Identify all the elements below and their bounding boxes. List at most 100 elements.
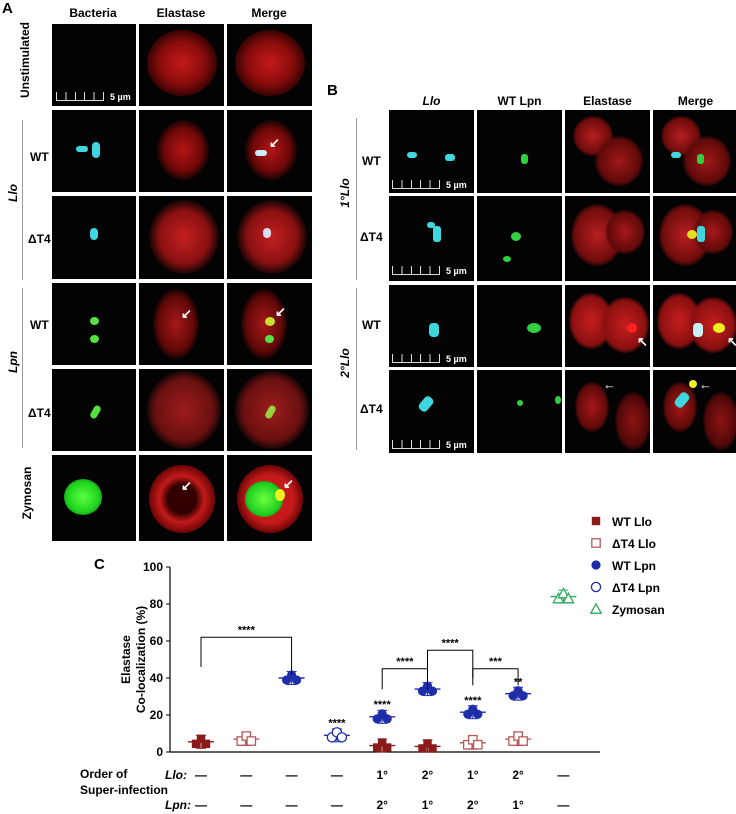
chart-legend: WT Llo ΔT4 Llo WT Lpn ΔT4 Lpn Zymosan <box>589 515 665 617</box>
order-label-1: Order of <box>80 767 128 781</box>
panel-b-col-wt-lpn: WT Lpn <box>497 94 542 108</box>
data-point <box>462 739 473 750</box>
b-1-wt-llo-image <box>389 110 474 193</box>
panel-b-row-2-wt: WT <box>362 318 381 332</box>
chart-marks: ******** ********************* <box>188 587 577 753</box>
legend-label: ΔT4 Llo <box>612 537 656 551</box>
data-point <box>423 739 432 748</box>
b-1-t4-lpn-image <box>477 196 562 281</box>
b-2-t4-lpn-image <box>477 370 562 453</box>
significance-label: **** <box>464 695 482 707</box>
data-point <box>191 739 201 749</box>
data-point <box>513 731 523 741</box>
panel-a-col-elastase: Elastase <box>156 6 206 20</box>
a-lpn-t4-elastase-image <box>139 369 224 451</box>
y-tick-label: 40 <box>150 671 164 685</box>
y-tick-label: 80 <box>150 597 164 611</box>
a-unstim-elastase-image <box>139 24 224 106</box>
significance-bracket <box>427 649 474 678</box>
significance-label: **** <box>328 717 346 729</box>
significance-bracket <box>381 668 428 690</box>
panel-b-row-1-t4: ΔT4 <box>360 230 383 244</box>
b-1-wt-lpn-image <box>477 110 562 193</box>
b-scale-bar-1: 5 µm <box>392 180 467 190</box>
b-1-wt-merge-image <box>653 110 736 193</box>
order-cell: 2° <box>376 798 388 812</box>
panel-a-row-lpn-t4: ΔT4 <box>28 406 51 420</box>
order-cell: — <box>195 798 207 812</box>
a-lpn-wt-elastase-image: ↙ <box>139 283 224 365</box>
data-point <box>292 675 302 685</box>
order-cell: — <box>330 768 343 782</box>
bracket-label: **** <box>442 637 460 649</box>
b-2-wt-elastase-image: ↖ <box>565 285 650 367</box>
a-lpn-t4-bacteria-image <box>52 369 136 451</box>
order-cell: 2° <box>512 768 524 782</box>
legend-label: Zymosan <box>612 603 665 617</box>
b-1-t4-elastase-image <box>565 196 650 281</box>
legend-marker <box>591 538 601 548</box>
order-cell: 1° <box>421 798 434 812</box>
a-lpn-t4-merge-image <box>227 369 312 451</box>
panel-b-col-elastase: Elastase <box>583 94 632 108</box>
panel-c-letter: C <box>94 556 105 573</box>
a-llo-t4-elastase-image <box>139 196 224 279</box>
a-llo-wt-merge-image: ↙ <box>227 110 312 192</box>
order-cell: — <box>240 798 253 812</box>
legend-marker <box>589 602 603 614</box>
y-axis-label-line1: Elastase <box>119 635 133 684</box>
order-cell: — <box>557 798 570 812</box>
data-point <box>562 592 575 604</box>
data-point <box>246 736 257 746</box>
panel-a-lpn-bracket <box>22 288 23 448</box>
significance-bracket <box>472 668 519 686</box>
a-llo-wt-elastase-image <box>139 110 224 192</box>
panel-b-col-merge: Merge <box>677 94 714 108</box>
a-zymosan-elastase-image: ↙ <box>139 455 224 541</box>
legend-label: WT Llo <box>612 515 652 529</box>
significance-bracket <box>200 636 293 675</box>
a-llo-wt-bacteria-image <box>52 110 136 192</box>
data-point <box>467 734 478 745</box>
b-1-t4-merge-image <box>653 196 736 281</box>
bracket-label: **** <box>238 624 256 636</box>
a-llo-t4-merge-image <box>227 196 312 279</box>
data-point <box>473 709 483 719</box>
panel-b-col-llo: Llo <box>422 94 441 108</box>
panel-b-row-1-wt: WT <box>362 154 381 168</box>
order-cell: — <box>240 768 253 782</box>
order-cell: — <box>330 798 343 812</box>
a-llo-t4-bacteria-image <box>52 196 136 279</box>
order-cell: 2° <box>467 798 479 812</box>
b-2-t4-merge-image: ← <box>653 370 736 453</box>
panel-a-llo-bracket <box>22 120 23 280</box>
bracket-label: **** <box>396 656 414 668</box>
legend-marker <box>591 516 601 526</box>
panel-a-row-llo-t4: ΔT4 <box>28 232 51 246</box>
panel-a-row-lpn-wt: WT <box>30 318 49 332</box>
b-2-wt-llo-image <box>389 285 474 367</box>
legend-marker <box>590 581 602 593</box>
b-1-wt-elastase-image <box>565 110 650 193</box>
data-point <box>508 736 518 746</box>
chart-axes: 0 20 40 60 80 100 Elastase Co-localization (%) <box>119 560 600 759</box>
legend-label: WT Lpn <box>612 559 656 573</box>
y-tick-label: 0 <box>156 745 163 759</box>
legend-marker <box>591 560 601 570</box>
data-point <box>518 736 528 746</box>
significance-label: **** <box>374 699 392 711</box>
data-point <box>373 743 382 752</box>
b-2-t4-llo-image <box>389 370 474 453</box>
panel-a-row-llo-wt: WT <box>30 150 49 164</box>
data-point <box>383 743 392 752</box>
data-point <box>418 744 427 753</box>
bracket-label: *** <box>489 656 503 668</box>
b-2-t4-elastase-image: ← <box>565 370 650 453</box>
panel-b-secondary-bracket <box>356 288 357 450</box>
y-tick-label: 60 <box>150 634 164 648</box>
order-cell: — <box>285 798 298 812</box>
data-point <box>472 739 483 750</box>
data-point <box>201 739 211 749</box>
order-cell: 2° <box>421 768 434 782</box>
